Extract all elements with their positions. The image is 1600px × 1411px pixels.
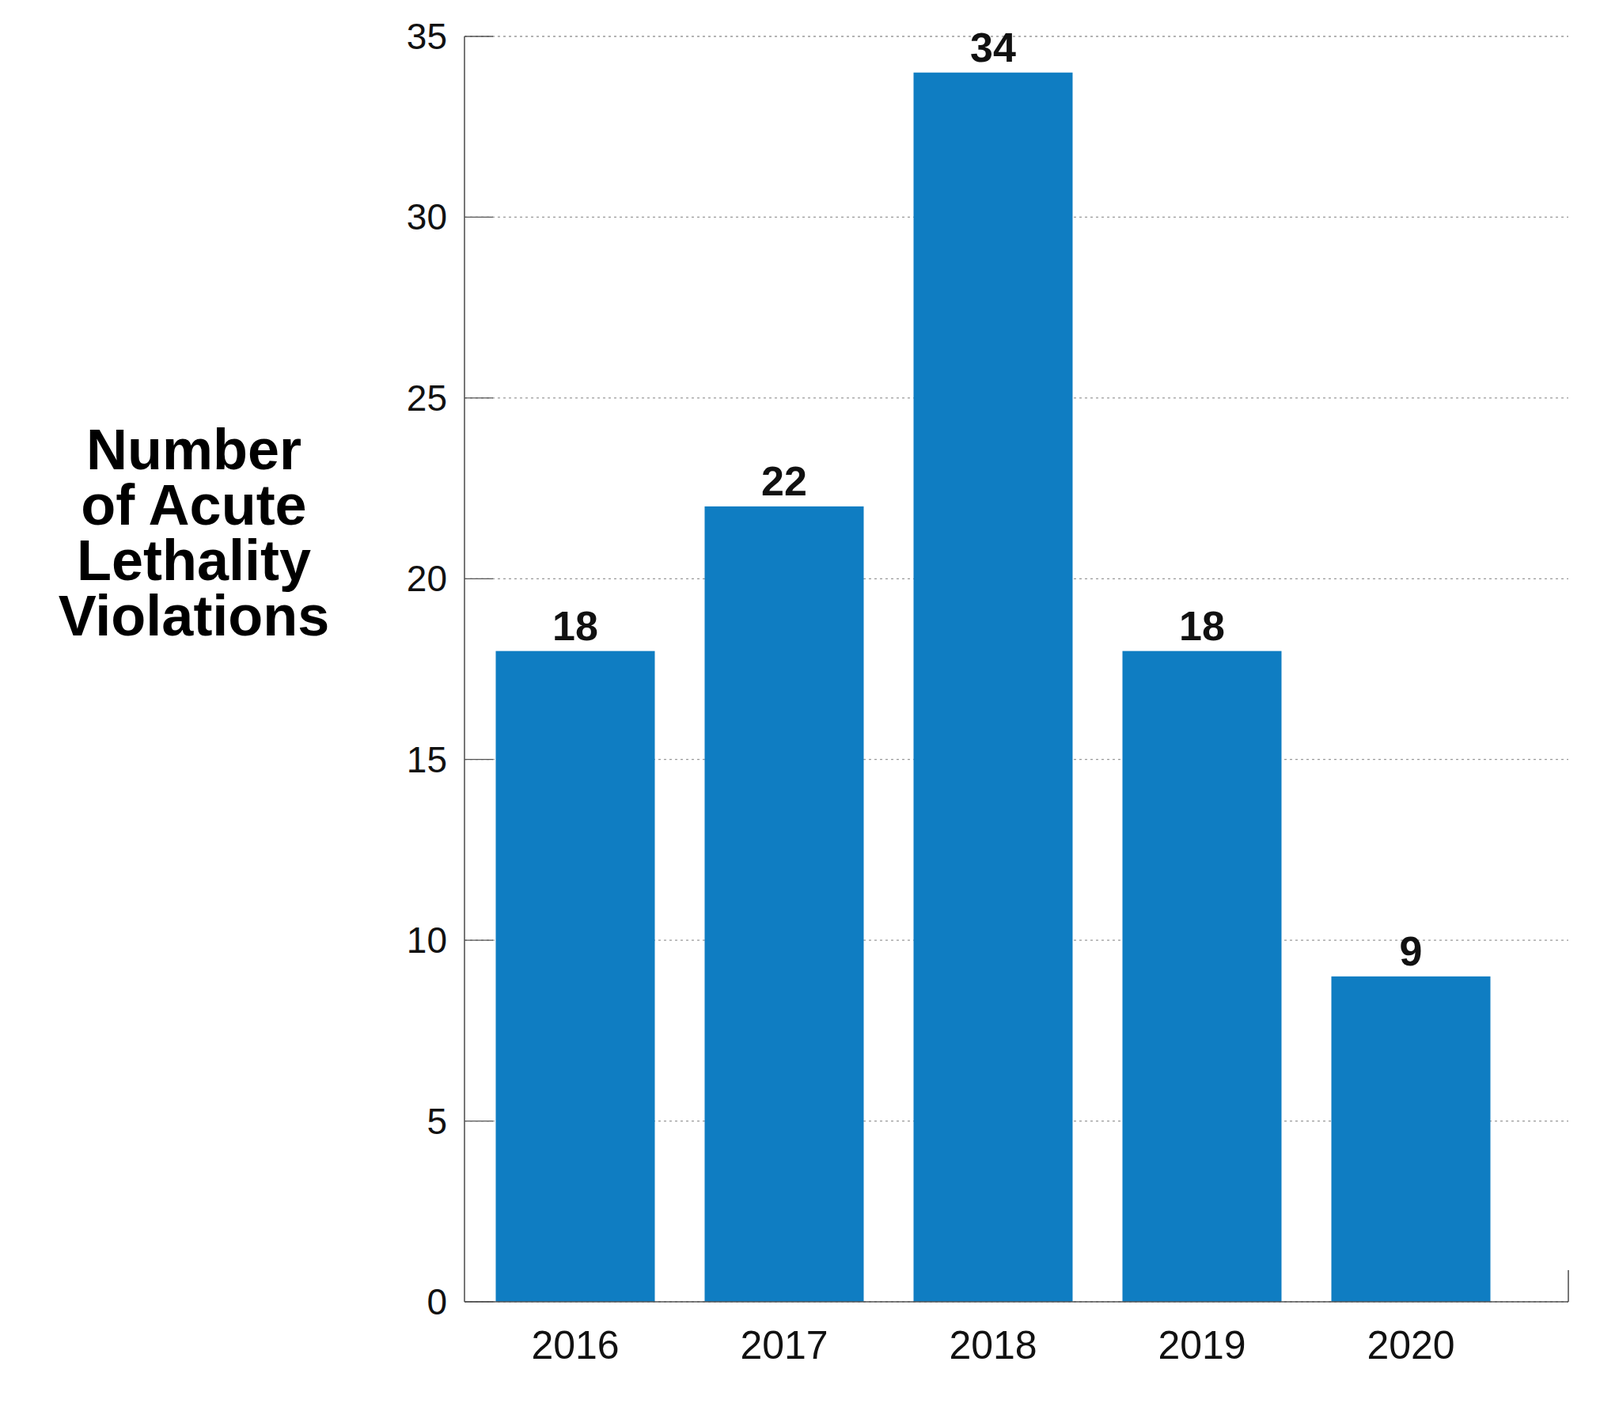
tick-mark	[464, 35, 493, 37]
bar	[1331, 976, 1491, 1302]
category-label: 2018	[948, 1323, 1037, 1368]
bars	[496, 72, 1491, 1302]
tick-mark	[464, 939, 493, 941]
axis-stub	[1567, 1270, 1570, 1302]
data-label: 9	[1399, 928, 1423, 975]
tick-label: 5	[426, 1100, 448, 1142]
data-label: 34	[970, 24, 1017, 71]
tick-mark	[464, 1120, 493, 1122]
grid-line	[464, 1300, 1569, 1302]
tick-label: 0	[426, 1281, 448, 1323]
chart: 0 5 10 15 20 25 30 35 18 22 34 18 9 2016 2017 2018 2019 2…	[0, 0, 1600, 1411]
x-axis	[464, 1300, 1569, 1303]
y-axis	[463, 36, 466, 1302]
tick-label: 10	[406, 919, 448, 961]
category-label: 2019	[1157, 1323, 1246, 1368]
tick-mark	[464, 758, 493, 760]
data-label: 18	[1179, 602, 1225, 649]
y-axis-label-line: Number	[86, 417, 302, 482]
bar	[705, 506, 865, 1302]
grid-line	[464, 35, 1569, 37]
tick-mark	[464, 578, 493, 580]
bar	[1122, 651, 1282, 1302]
tick-label: 25	[406, 377, 448, 419]
y-axis-label: Numberof AcuteLethalityViolations	[58, 417, 330, 648]
category-label: 2020	[1366, 1323, 1455, 1368]
bar	[496, 651, 656, 1302]
data-label: 18	[552, 602, 599, 649]
y-axis-label-line: Lethality	[76, 528, 311, 592]
tick-mark	[464, 216, 493, 218]
y-axis-label-line: Violations	[58, 583, 330, 648]
tick-label: 20	[406, 557, 448, 600]
tick-label: 35	[406, 15, 448, 57]
tick-label: 15	[406, 739, 448, 781]
category-label: 2017	[739, 1323, 828, 1368]
category-label: 2016	[530, 1323, 619, 1368]
bar	[913, 72, 1073, 1302]
data-label: 22	[761, 458, 808, 505]
tick-mark	[464, 397, 493, 399]
y-axis-label-line: of Acute	[80, 473, 307, 537]
tick-label: 30	[406, 196, 448, 238]
